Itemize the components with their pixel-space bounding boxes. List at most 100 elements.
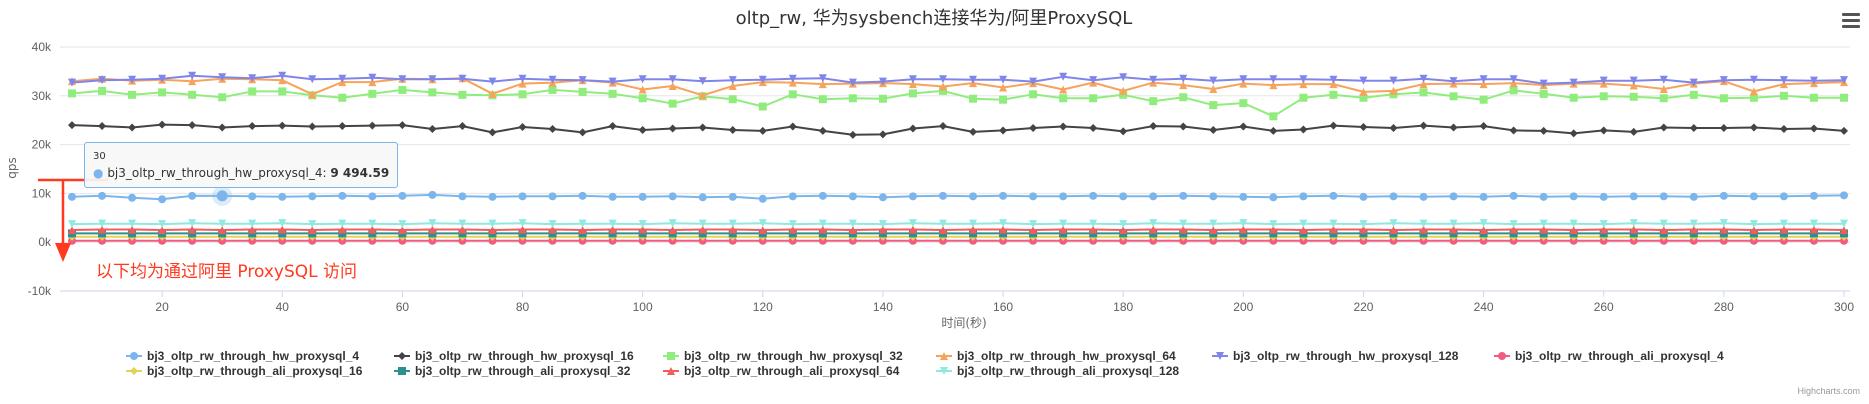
data-point[interactable] — [1359, 123, 1368, 132]
hamburger-menu-icon[interactable] — [1841, 10, 1861, 30]
legend-item-bj3_oltp_rw_through_ali_proxysql_64[interactable]: bj3_oltp_rw_through_ali_proxysql_64 — [663, 364, 900, 378]
data-point[interactable] — [1059, 192, 1068, 201]
data-point[interactable] — [938, 122, 947, 131]
data-point[interactable] — [1239, 219, 1248, 228]
hover-point[interactable] — [216, 190, 228, 202]
data-point[interactable] — [1629, 192, 1638, 201]
data-point[interactable] — [1029, 124, 1038, 133]
data-point[interactable] — [1149, 225, 1158, 234]
data-point[interactable] — [1629, 127, 1638, 136]
data-point[interactable] — [1269, 126, 1278, 135]
data-point[interactable] — [368, 219, 377, 228]
legend-item-bj3_oltp_rw_through_hw_proxysql_128[interactable]: bj3_oltp_rw_through_hw_proxysql_128 — [1212, 349, 1459, 363]
data-point[interactable] — [488, 128, 497, 137]
data-point[interactable] — [188, 77, 197, 86]
data-point[interactable] — [368, 73, 377, 82]
data-point[interactable] — [1059, 94, 1068, 103]
data-point[interactable] — [278, 76, 287, 85]
data-point[interactable] — [1239, 79, 1248, 88]
legend-label[interactable]: bj3_oltp_rw_through_ali_proxysql_16 — [147, 364, 363, 378]
data-point[interactable] — [1719, 76, 1728, 85]
data-point[interactable] — [638, 75, 647, 84]
data-point[interactable] — [668, 219, 677, 228]
data-point[interactable] — [1329, 90, 1338, 99]
data-point[interactable] — [698, 77, 707, 86]
data-point[interactable] — [1209, 101, 1218, 110]
data-point[interactable] — [338, 122, 347, 131]
data-point[interactable] — [1119, 127, 1128, 136]
data-point[interactable] — [1539, 79, 1548, 88]
data-point[interactable] — [938, 82, 947, 91]
series-line[interactable] — [71, 74, 1845, 85]
data-point[interactable] — [308, 226, 317, 234]
data-point[interactable] — [518, 192, 527, 201]
data-point[interactable] — [1629, 81, 1638, 90]
data-point[interactable] — [938, 75, 947, 84]
data-point[interactable] — [398, 85, 407, 94]
data-point[interactable] — [848, 94, 857, 103]
data-point[interactable] — [368, 225, 377, 234]
data-point[interactable] — [1569, 78, 1578, 87]
series-line[interactable] — [71, 222, 1844, 226]
data-point[interactable] — [1239, 99, 1248, 108]
data-point[interactable] — [1359, 220, 1368, 229]
data-point[interactable] — [638, 85, 647, 94]
data-point[interactable] — [1779, 219, 1788, 228]
data-point[interactable] — [1269, 225, 1278, 234]
data-point[interactable] — [1269, 75, 1278, 84]
data-point[interactable] — [128, 193, 137, 202]
data-point[interactable] — [1239, 192, 1248, 201]
data-point[interactable] — [1209, 125, 1218, 134]
data-point[interactable] — [218, 123, 227, 132]
data-point[interactable] — [398, 226, 407, 234]
data-point[interactable] — [1299, 125, 1308, 134]
data-point[interactable] — [668, 226, 677, 234]
data-point[interactable] — [1779, 225, 1788, 234]
data-point[interactable] — [1119, 226, 1128, 234]
data-point[interactable] — [969, 192, 978, 201]
data-point[interactable] — [338, 74, 347, 83]
data-point[interactable] — [548, 124, 557, 133]
data-point[interactable] — [1119, 192, 1128, 201]
data-point[interactable] — [1119, 220, 1128, 229]
data-point[interactable] — [1389, 219, 1398, 228]
data-point[interactable] — [1509, 86, 1518, 95]
data-point[interactable] — [458, 219, 467, 228]
data-point[interactable] — [128, 225, 137, 234]
data-point[interactable] — [1509, 75, 1518, 84]
data-point[interactable] — [638, 225, 647, 234]
data-point[interactable] — [188, 90, 197, 99]
data-point[interactable] — [608, 225, 617, 234]
data-point[interactable] — [1689, 124, 1698, 133]
data-point[interactable] — [398, 75, 407, 84]
data-point[interactable] — [1809, 93, 1818, 102]
data-point[interactable] — [1449, 192, 1458, 201]
data-point[interactable] — [188, 121, 197, 130]
data-point[interactable] — [818, 74, 827, 83]
data-point[interactable] — [1179, 225, 1188, 234]
data-point[interactable] — [969, 225, 978, 234]
data-point[interactable] — [278, 219, 287, 228]
data-point[interactable] — [308, 75, 317, 84]
data-point[interactable] — [188, 225, 197, 234]
data-point[interactable] — [188, 71, 197, 80]
data-point[interactable] — [1779, 192, 1788, 201]
legend-symbol[interactable] — [130, 367, 138, 375]
data-point[interactable] — [1629, 225, 1638, 234]
data-point[interactable] — [548, 192, 557, 201]
data-point[interactable] — [608, 192, 617, 201]
data-point[interactable] — [1419, 121, 1428, 130]
data-point[interactable] — [1719, 219, 1728, 228]
data-point[interactable] — [1659, 75, 1668, 84]
data-point[interactable] — [458, 192, 467, 201]
legend-symbol[interactable] — [667, 352, 675, 360]
data-point[interactable] — [608, 89, 617, 98]
data-point[interactable] — [878, 94, 887, 103]
data-point[interactable] — [158, 195, 167, 204]
data-point[interactable] — [1599, 220, 1608, 229]
data-point[interactable] — [1749, 192, 1758, 201]
data-point[interactable] — [1479, 122, 1488, 131]
data-point[interactable] — [248, 219, 257, 228]
data-point[interactable] — [788, 192, 797, 201]
data-point[interactable] — [1299, 192, 1308, 201]
